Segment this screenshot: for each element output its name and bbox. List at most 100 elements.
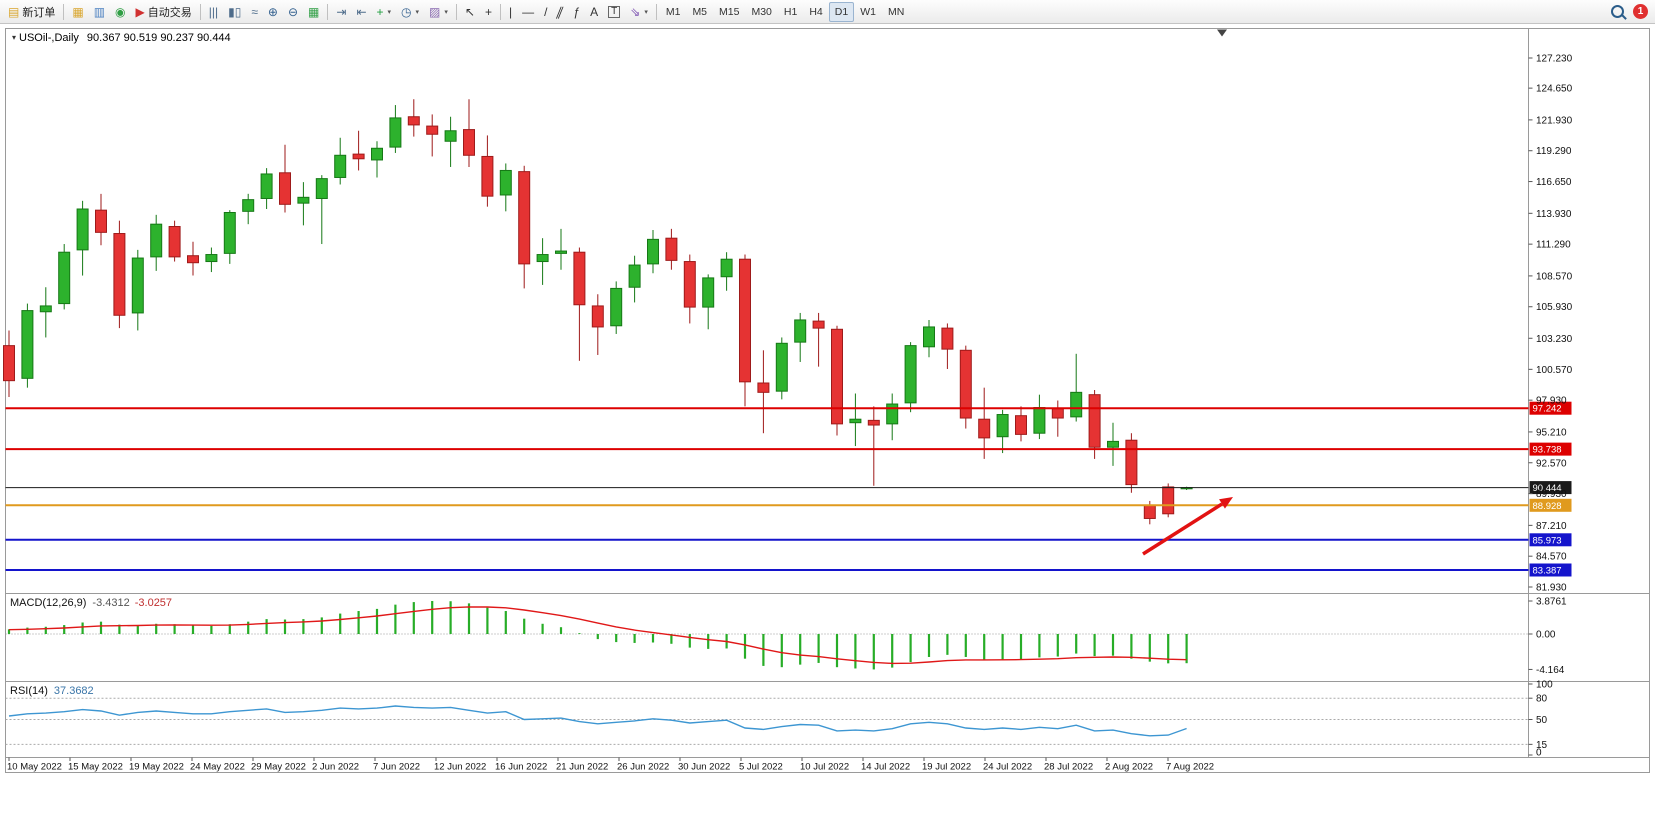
bars-icon: ||| xyxy=(208,4,219,19)
fibonacci-icon: ƒ xyxy=(573,4,581,19)
periods-button[interactable]: ◷ ▾ xyxy=(396,2,424,22)
search-button[interactable] xyxy=(1606,2,1629,22)
candle xyxy=(849,393,862,447)
candlestick-button[interactable]: ▮▯ xyxy=(223,2,246,22)
timeframe-mn-button[interactable]: MN xyxy=(882,2,910,22)
candle-body xyxy=(923,326,935,348)
time-tick-label: 29 May 2022 xyxy=(251,762,306,773)
autotrading-button[interactable]: ▶ 自动交易 xyxy=(131,2,197,22)
resistance-line-1-tag-label: 97.242 xyxy=(1533,404,1562,415)
bid-price-line-tag xyxy=(1529,481,1572,495)
price-tick-label: 81.930 xyxy=(1536,583,1567,594)
arrows-button[interactable]: ⇘ ▾ xyxy=(625,2,653,22)
timeframe-h4-button[interactable]: H4 xyxy=(803,2,828,22)
profiles-button[interactable]: ▥ xyxy=(89,2,110,22)
trend-arrow[interactable] xyxy=(1142,497,1233,556)
fibonacci-button[interactable]: ƒ xyxy=(568,2,585,22)
rsi-tick-label: 100 xyxy=(1536,680,1553,691)
line-chart-button[interactable]: ≈ xyxy=(246,2,263,22)
template-icon: ▨ xyxy=(429,4,441,19)
chart-shift-marker[interactable] xyxy=(1217,29,1227,37)
candle xyxy=(959,345,972,429)
time-axis[interactable]: 10 May 2022 15 May 2022 19 May 2022 24 May … xyxy=(7,757,1214,773)
auto-scroll-button[interactable]: ⇥ xyxy=(331,2,351,22)
bar-chart-button[interactable]: ||| xyxy=(204,2,223,22)
indicators-button[interactable]: + ▾ xyxy=(372,2,397,22)
panel-separators[interactable] xyxy=(5,28,1650,758)
line-chart-icon: ≈ xyxy=(251,4,258,19)
candles-icon: ▮▯ xyxy=(228,4,242,19)
chart-collapse-icon[interactable]: ▾ xyxy=(12,33,17,42)
toolbar-divider xyxy=(63,3,65,20)
time-tick-label: 10 Jul 2022 xyxy=(800,762,849,773)
candle-body xyxy=(757,382,770,393)
candle-body xyxy=(1051,408,1064,419)
candle xyxy=(555,228,567,270)
new-order-button[interactable]: ▤ 新订单 xyxy=(3,2,60,22)
timeframe-m1-button[interactable]: M1 xyxy=(660,2,687,22)
candle-body xyxy=(683,261,696,308)
candle-body xyxy=(315,178,328,199)
candle xyxy=(812,312,825,367)
price-tick-label: 116.650 xyxy=(1536,177,1572,188)
candle xyxy=(131,249,144,331)
macd-indicator-label: MACD(12,26,9) -3.4312 -3.0257 xyxy=(10,597,172,609)
timeframe-h1-button[interactable]: H1 xyxy=(778,2,803,22)
timeframe-m15-button[interactable]: M15 xyxy=(713,2,745,22)
candle xyxy=(904,342,917,413)
candle xyxy=(610,281,623,334)
candle xyxy=(371,141,383,178)
price-tick-label: 127.230 xyxy=(1536,54,1573,65)
candle xyxy=(665,228,678,270)
tester-button[interactable]: ▦ xyxy=(303,2,324,22)
zoom-in-button[interactable]: ⊕ xyxy=(263,2,283,22)
candle xyxy=(21,303,34,388)
candle xyxy=(1088,390,1101,459)
zoom-out-button[interactable]: ⊖ xyxy=(283,2,303,22)
candle xyxy=(444,116,457,167)
crosshair-button[interactable]: + xyxy=(480,2,497,22)
candle-body xyxy=(463,129,475,156)
time-tick-label: 2 Jun 2022 xyxy=(312,762,359,773)
timeframe-w1-button[interactable]: W1 xyxy=(854,2,882,22)
candle-body xyxy=(1033,407,1046,434)
candle-body xyxy=(794,319,807,343)
candle-body xyxy=(978,418,991,439)
chevron-down-icon: ▾ xyxy=(644,8,648,16)
channel-button[interactable]: ∥ xyxy=(552,2,568,22)
candle xyxy=(1070,353,1083,422)
vertical-line-button[interactable]: | xyxy=(504,2,517,22)
new-chart-button[interactable]: ▦ xyxy=(67,2,88,22)
refresh-button[interactable]: ◉ xyxy=(110,2,130,22)
trend-arrow-shaft[interactable] xyxy=(1142,502,1223,556)
rsi-axis[interactable]: 100 80 50 150 xyxy=(1528,680,1554,759)
toolbar-divider xyxy=(455,3,457,20)
cursor-button[interactable]: ↖ xyxy=(460,2,480,22)
trendline-button[interactable]: / xyxy=(539,2,552,22)
timeframe-m5-button[interactable]: M5 xyxy=(686,2,713,22)
macd-axis[interactable]: 3.8761 0.00 -4.164 xyxy=(1528,597,1568,676)
candle-body xyxy=(665,237,678,261)
horizontal-line-button[interactable]: — xyxy=(517,2,539,22)
text-button[interactable]: A xyxy=(585,2,603,22)
candle xyxy=(794,312,807,362)
candle-body xyxy=(867,419,880,426)
rsi-tick-label: 50 xyxy=(1536,715,1548,726)
text-label-button[interactable]: T xyxy=(603,2,625,22)
price-axis[interactable]: 127.230 124.650 121.930 119.290 116.650 113.9… xyxy=(1528,54,1573,594)
zoom-out-icon: ⊖ xyxy=(287,4,299,19)
candle-body xyxy=(886,403,899,425)
candle xyxy=(518,165,531,289)
rsi-tick-label: 0 xyxy=(1536,748,1542,759)
candle-body xyxy=(371,147,383,161)
candle xyxy=(536,238,549,285)
timeframe-m30-button[interactable]: M30 xyxy=(745,2,777,22)
candle xyxy=(1015,406,1027,442)
support-line-3-tag xyxy=(1529,563,1572,577)
chart-shift-button[interactable]: ⇤ xyxy=(351,2,371,22)
notification-badge[interactable]: 1 xyxy=(1633,4,1648,19)
globe-icon: ◉ xyxy=(115,4,126,19)
templates-button[interactable]: ▨ ▾ xyxy=(424,2,453,22)
timeframe-d1-button[interactable]: D1 xyxy=(828,1,855,22)
candle xyxy=(499,163,512,212)
